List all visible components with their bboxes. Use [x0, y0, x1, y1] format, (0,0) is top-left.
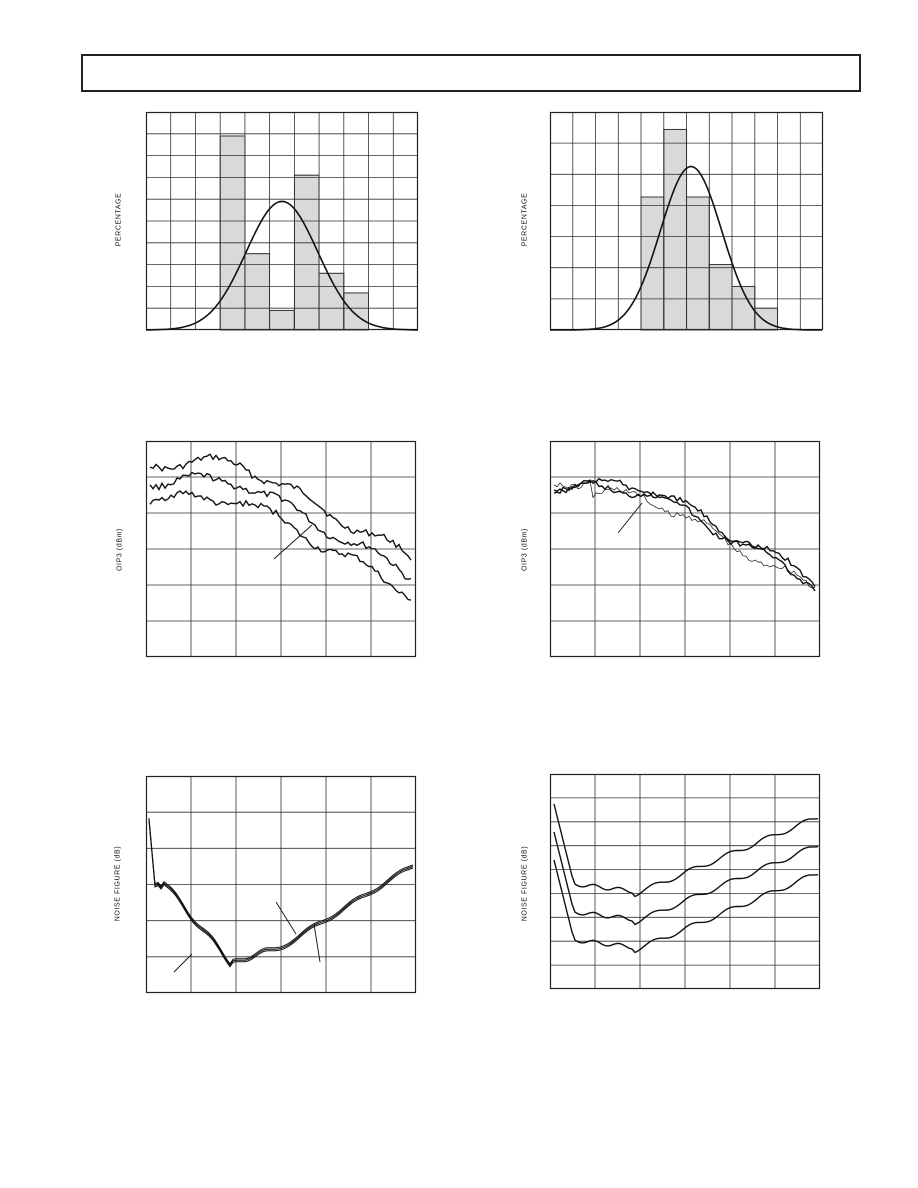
annotation-arrow — [275, 901, 297, 935]
oip3-curve — [553, 477, 816, 587]
gaussian-fit-curve — [146, 200, 418, 331]
noise-figure-curve — [148, 820, 414, 968]
oip3-curve — [149, 453, 412, 561]
fig2-ylabel: PERCENTAGE — [521, 192, 529, 247]
histogram-bar-outline — [754, 307, 779, 331]
histogram-bar-outline — [708, 264, 733, 331]
noise-figure-curve — [148, 819, 414, 967]
page-header-box — [81, 54, 861, 92]
histogram-bar-outline — [244, 253, 271, 331]
oip3-curve — [553, 479, 816, 592]
oip3-curve — [149, 471, 412, 581]
fig5-ylabel: NOISE FIGURE (dB) — [114, 845, 122, 922]
oip3-curve — [553, 480, 816, 589]
histogram-bar-outline — [686, 196, 710, 331]
plot-frame — [145, 775, 417, 994]
fig4-ylabel: OIP3 (dBm) — [521, 528, 529, 571]
fig6-ylabel: NOISE FIGURE (dB) — [521, 845, 529, 922]
fig4-oip3-plot — [549, 440, 821, 658]
histogram-bar — [244, 253, 271, 331]
histogram-bar — [219, 135, 246, 331]
noise-figure-curve — [148, 817, 414, 965]
histogram-bar-outline — [293, 174, 320, 331]
fig5-noise-figure-plot — [145, 775, 417, 994]
annotation-arrow — [173, 953, 193, 973]
fig1-ylabel: PERCENTAGE — [115, 192, 123, 247]
noise-figure-curve — [553, 831, 819, 926]
histogram-bar-outline — [640, 196, 665, 331]
plot-frame — [549, 440, 821, 658]
histogram-bar-outline — [343, 292, 369, 331]
histogram-bar-outline — [219, 135, 246, 331]
histogram-bar — [293, 174, 320, 331]
histogram-bar-outline — [269, 309, 295, 331]
plot-frame — [145, 440, 417, 658]
plot-frame — [549, 773, 821, 990]
noise-figure-curve — [553, 859, 819, 954]
annotation-arrow — [273, 524, 313, 560]
fig1-histogram-plot — [145, 111, 419, 331]
annotation-arrow — [617, 502, 643, 534]
annotation-arrow — [313, 923, 321, 963]
fig3-oip3-plot — [145, 440, 417, 658]
oip3-curve — [149, 490, 412, 601]
histogram-bar-outline — [663, 128, 688, 331]
plot-frame — [145, 111, 419, 331]
fig3-ylabel: OIP3 (dBm) — [116, 528, 124, 571]
fig2-histogram-plot — [549, 111, 824, 331]
gaussian-fit-curve — [550, 165, 822, 331]
noise-figure-curve — [553, 803, 819, 898]
fig6-noise-figure-plot — [549, 773, 821, 990]
